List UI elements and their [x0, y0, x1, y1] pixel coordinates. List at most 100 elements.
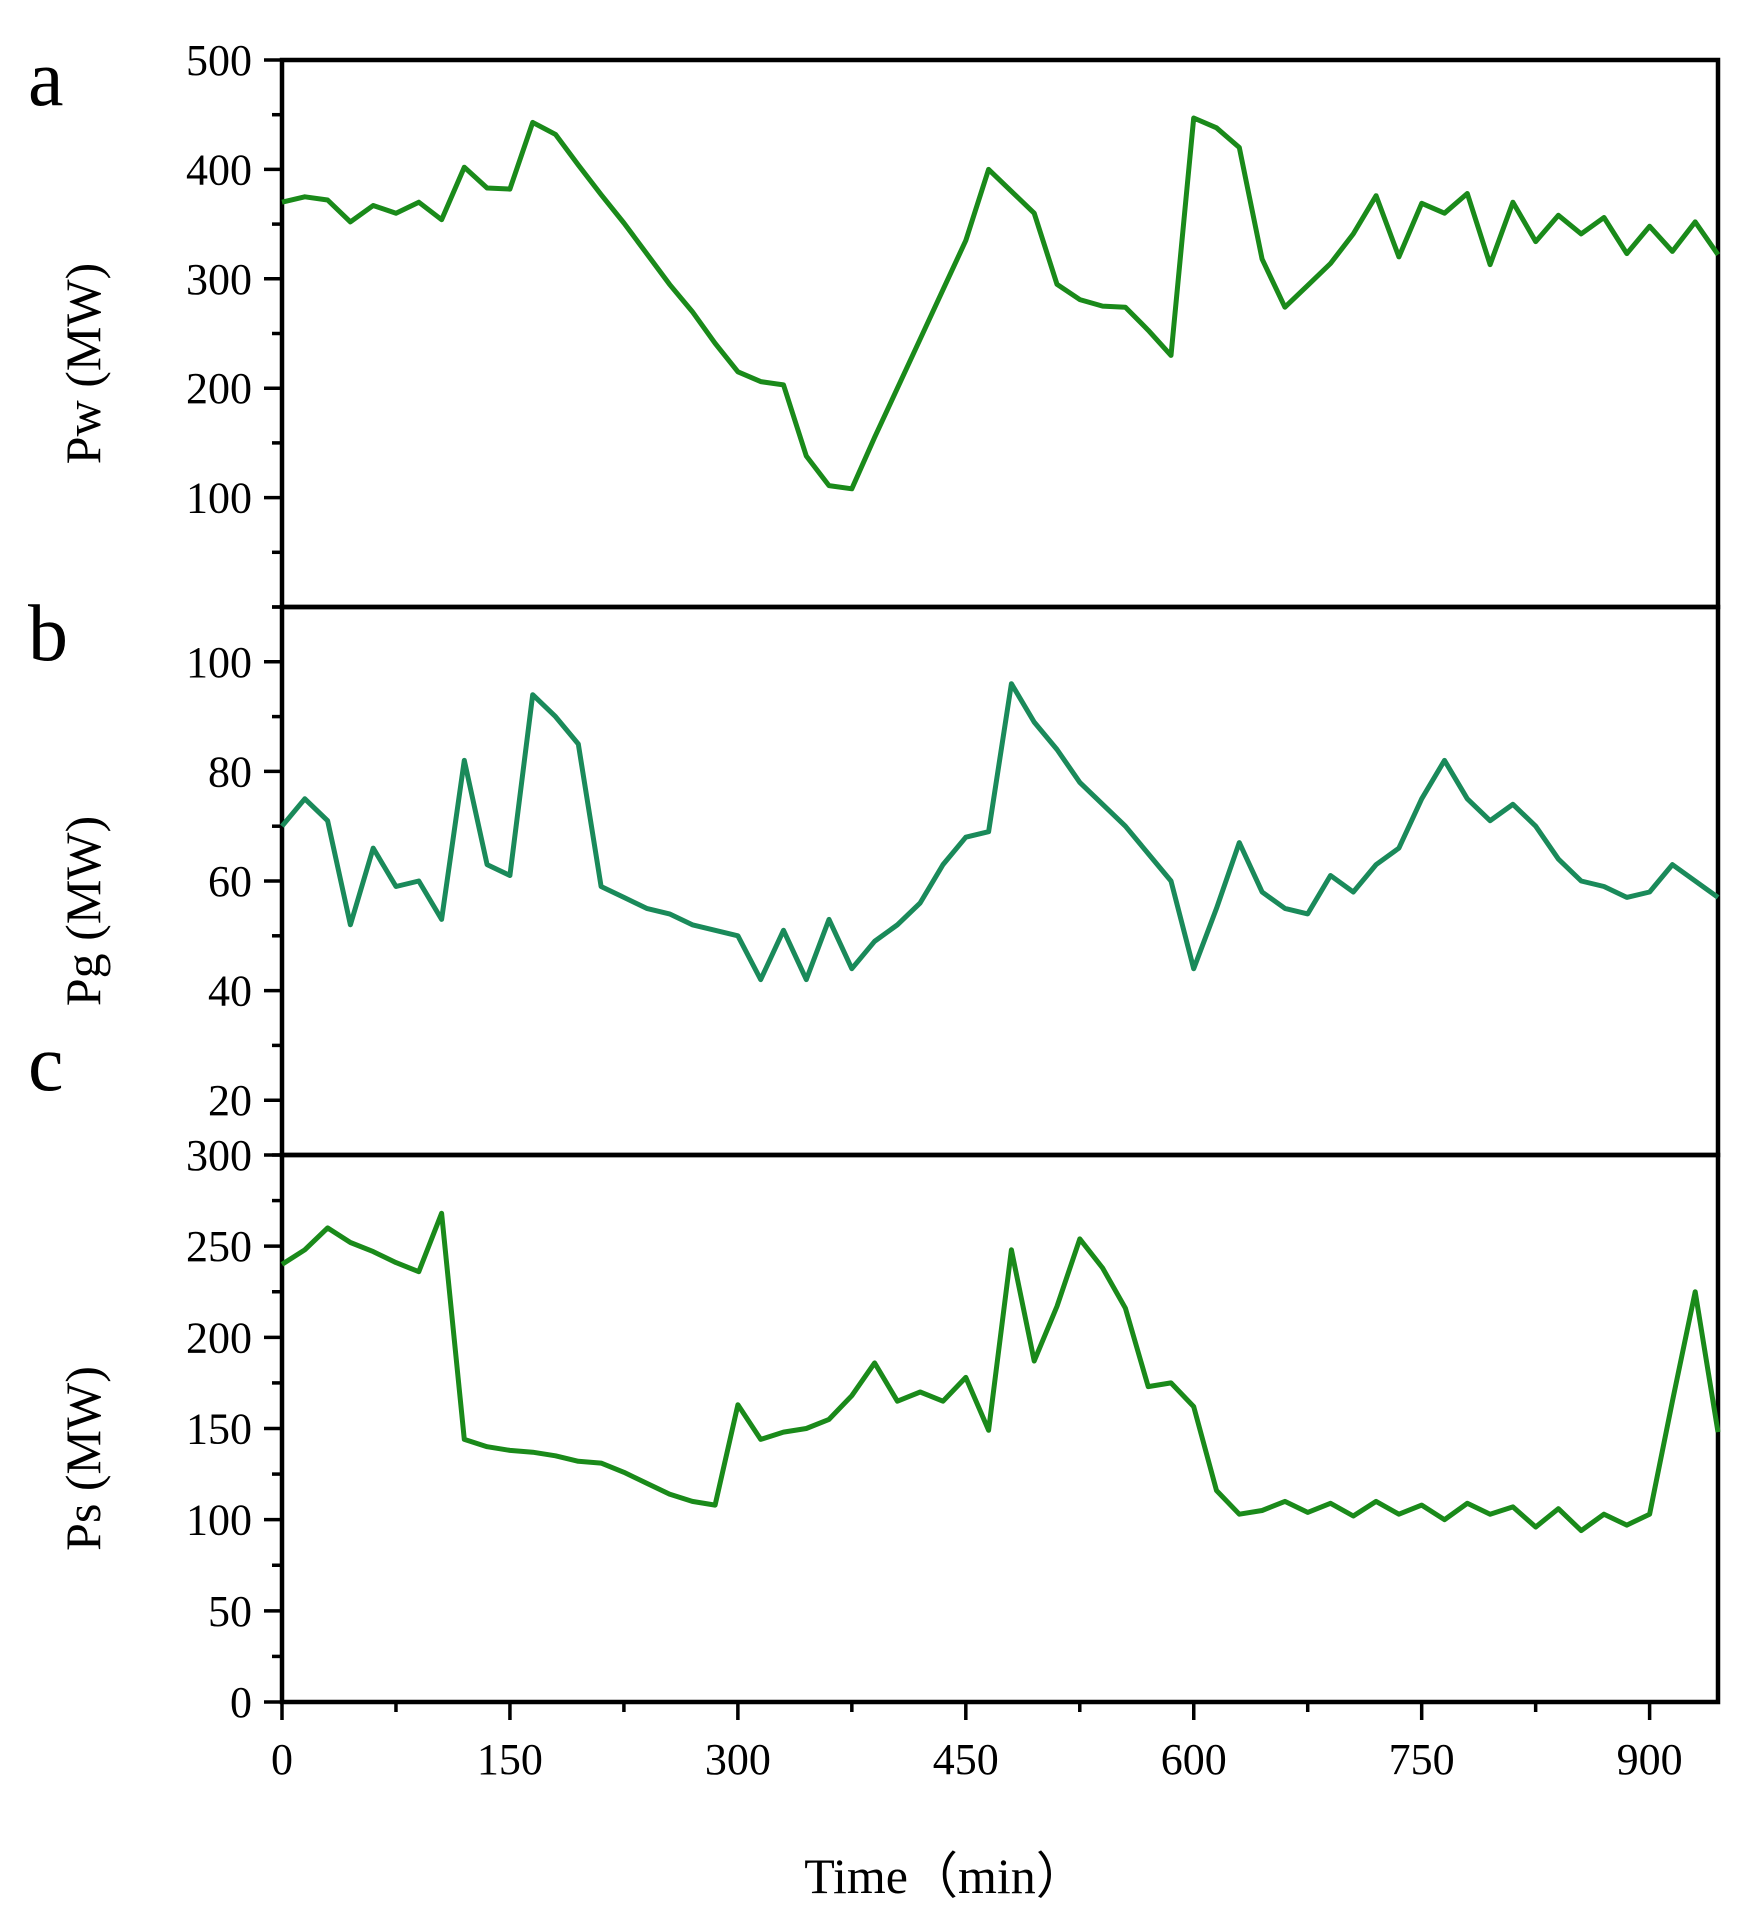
series-Pw-line — [281, 115, 1721, 492]
series-Pg-point — [599, 884, 604, 889]
series-Pg-point — [1396, 846, 1401, 851]
series-Pw-point — [1693, 219, 1698, 224]
series-Ps-point — [1442, 1517, 1447, 1522]
series-Pw-point — [1716, 252, 1721, 257]
series-Ps-point — [621, 1470, 626, 1475]
series-Pw-point — [963, 238, 968, 243]
series-Ps-point — [439, 1211, 444, 1216]
series-Pg-point — [1579, 879, 1584, 884]
series-Pg-point — [1191, 966, 1196, 971]
series-Ps-points — [280, 1211, 1721, 1533]
series-Ps-point — [1328, 1501, 1333, 1506]
series-Pg-point — [827, 917, 832, 922]
series-Pw-point — [302, 194, 307, 199]
series-Pw-point — [872, 435, 877, 440]
series-Ps-point — [325, 1225, 330, 1230]
series-Pg-point — [690, 922, 695, 927]
series-Ps-point — [530, 1450, 535, 1455]
series-Pw-point — [1260, 257, 1265, 262]
series-Pg-point — [1624, 895, 1629, 900]
series-Pw-point — [348, 219, 353, 224]
series-Pg-point — [393, 884, 398, 889]
series-Pg-point — [986, 829, 991, 834]
series-Pg-point — [1351, 889, 1356, 894]
series-Pg-point — [1009, 681, 1014, 686]
series-Pw-point — [553, 132, 558, 137]
x-tick-label: 750 — [1389, 1735, 1455, 1784]
series-Pg-point — [416, 879, 421, 884]
series-Pg-point — [576, 742, 581, 747]
series-Pg-point — [1693, 879, 1698, 884]
series-Ps-point — [1556, 1506, 1561, 1511]
series-Ps-point — [1396, 1512, 1401, 1517]
series-Pw-point — [416, 200, 421, 205]
series-Ps-point — [553, 1453, 558, 1458]
panel-c-y-tick-label: 200 — [186, 1313, 252, 1362]
series-Ps-point — [1351, 1514, 1356, 1519]
series-Pw-point — [895, 386, 900, 391]
series-Pw-point — [781, 382, 786, 387]
panel-c-letter: c — [28, 1020, 64, 1108]
series-Pw-point — [690, 309, 695, 314]
series-Pw-point — [1442, 211, 1447, 216]
series-Pg-point — [895, 922, 900, 927]
series-Ps-point — [1602, 1512, 1607, 1517]
x-tick-label: 150 — [477, 1735, 543, 1784]
series-Ps-point — [393, 1260, 398, 1265]
x-tick-label: 900 — [1617, 1735, 1683, 1784]
series-Pg-point — [667, 911, 672, 916]
series-Pg-point — [1488, 818, 1493, 823]
series-Pg-point — [781, 928, 786, 933]
series-Pg-point — [963, 835, 968, 840]
series-Ps-point — [485, 1444, 490, 1449]
series-Ps-point — [1214, 1488, 1219, 1493]
series-Pg-point — [325, 818, 330, 823]
series-Ps-point — [1032, 1359, 1037, 1364]
series-Pg-point — [1647, 889, 1652, 894]
series-Pw-point — [599, 192, 604, 197]
series-Pg-point — [644, 906, 649, 911]
series-Pg-point — [1214, 906, 1219, 911]
series-Ps-point — [804, 1426, 809, 1431]
series-Pg-point — [1077, 780, 1082, 785]
x-tick-label: 600 — [1161, 1735, 1227, 1784]
series-Ps-point — [1282, 1499, 1287, 1504]
x-axis-title: Time（min） — [804, 1848, 1086, 1904]
series-Ps-point — [1260, 1508, 1265, 1513]
series-Pw-point — [1351, 231, 1356, 236]
series-Pw-point — [576, 163, 581, 168]
series-Pg-point — [1100, 802, 1105, 807]
series-Pw-point — [1488, 262, 1493, 267]
series-Ps-point — [1100, 1266, 1105, 1271]
series-Pw-point — [1100, 304, 1105, 309]
series-Pg-point — [918, 900, 923, 905]
series-Pw-point — [1510, 200, 1515, 205]
panel-c-y-tick-label: 300 — [186, 1131, 252, 1180]
series-Pg-point — [280, 824, 285, 829]
x-tick-label: 300 — [705, 1735, 771, 1784]
panel-a-y-tick-label: 500 — [186, 36, 252, 85]
series-Ps-point — [1465, 1501, 1470, 1506]
panel-b-y-tick-label: 40 — [208, 967, 252, 1016]
panel-b-y-tick-label: 20 — [208, 1076, 252, 1125]
series-Pg-point — [1123, 824, 1128, 829]
series-Pw-point — [918, 336, 923, 341]
series-Ps-point — [1624, 1523, 1629, 1528]
series-Ps-point — [667, 1492, 672, 1497]
series-Pw-point — [1579, 231, 1584, 236]
panel-a: 100 200 300 400 500 Pw (MW) a — [28, 35, 1721, 610]
series-Ps-point — [872, 1360, 877, 1365]
series-Ps-point — [1488, 1512, 1493, 1517]
series-Ps-point — [1670, 1399, 1675, 1404]
series-Pg-point — [1328, 873, 1333, 878]
series-Pg-point — [1670, 862, 1675, 867]
series-Ps-point — [941, 1399, 946, 1404]
series-Ps-point — [1237, 1512, 1242, 1517]
series-Pg-point — [348, 922, 353, 927]
series-Ps-line — [280, 1210, 1721, 1534]
series-Pw-point — [1146, 328, 1151, 333]
series-Ps-point — [1009, 1247, 1014, 1252]
series-Ps-point — [963, 1375, 968, 1380]
